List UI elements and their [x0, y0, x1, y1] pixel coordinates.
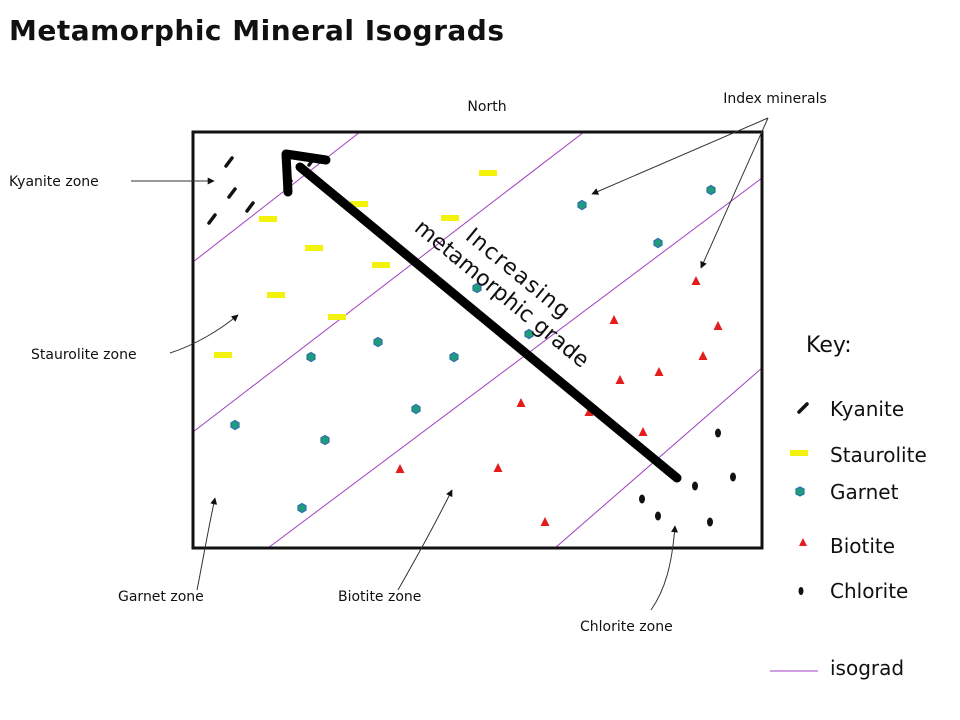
isograd-lines: [193, 132, 762, 548]
biotite-symbol: [654, 367, 664, 376]
chlorite-zone-pointer: [650, 525, 679, 611]
legend-label-chlorite: Chlorite: [830, 579, 908, 603]
staurolite-symbol-icon: [790, 450, 808, 456]
chlorite-symbol: [715, 428, 721, 438]
garnet-symbol: [373, 336, 383, 348]
legend-title: Key:: [806, 333, 852, 358]
garnet-zone-label: Garnet zone: [118, 589, 204, 605]
garnet-symbol: [577, 199, 587, 211]
staurolite-zone-label: Staurolite zone: [31, 347, 137, 363]
legend-label-kyanite: Kyanite: [830, 397, 904, 421]
chlorite-symbol: [692, 481, 698, 491]
biotite-symbol-icon: [799, 538, 807, 546]
staurolite-zone-pointer: [169, 314, 239, 354]
biotite-symbol: [540, 517, 550, 526]
garnet-symbol: [230, 419, 240, 431]
garnet-symbol: [449, 351, 459, 363]
map-frame: [191, 130, 764, 550]
garnet-symbol: [306, 351, 316, 363]
chlorite-symbol: [707, 517, 713, 527]
arrow-label-line2: metamorphic grade: [409, 215, 593, 373]
legend-label-garnet: Garnet: [830, 480, 899, 504]
staurolite-symbol: [479, 170, 497, 176]
staurolite-symbol: [441, 215, 459, 221]
biotite-symbol: [698, 351, 708, 360]
staurolite-symbol: [267, 292, 285, 298]
index-minerals-pointers: [591, 117, 769, 269]
metamorphic-grade-arrow: [281, 149, 682, 483]
mineral-symbols: [207, 155, 736, 527]
legend-label-biotite: Biotite: [830, 534, 895, 558]
biotite-symbol: [713, 321, 723, 330]
north-label: North: [467, 99, 506, 115]
index-minerals-label: Index minerals: [723, 91, 827, 107]
staurolite-symbol: [372, 262, 390, 268]
biotite-symbol: [516, 398, 526, 407]
garnet-symbol: [411, 403, 421, 415]
kyanite-symbol: [224, 156, 234, 168]
garnet-zone-pointer: [196, 497, 218, 591]
chlorite-symbol: [639, 494, 645, 504]
diagram-title: Metamorphic Mineral Isograds: [9, 14, 505, 47]
garnet-symbol: [706, 184, 716, 196]
chlorite-symbol: [730, 472, 736, 482]
legend: Key: Kyanite Staurolite Garnet Biotite C…: [770, 333, 927, 680]
garnet-symbol: [524, 328, 534, 340]
isograd-line: [193, 132, 585, 433]
garnet-symbol: [653, 237, 663, 249]
isograd-line: [193, 132, 361, 263]
staurolite-symbol: [259, 216, 277, 222]
staurolite-symbol: [350, 201, 368, 207]
garnet-symbol-icon: [795, 486, 805, 497]
garnet-symbol: [297, 502, 307, 514]
staurolite-symbol: [328, 314, 346, 320]
isograd-line: [267, 177, 762, 548]
biotite-symbol: [609, 315, 619, 324]
kyanite-symbol: [227, 187, 237, 199]
biotite-zone-label: Biotite zone: [338, 589, 421, 605]
garnet-symbol: [472, 282, 482, 294]
chlorite-symbol-icon: [798, 587, 804, 595]
kyanite-zone-label: Kyanite zone: [9, 174, 99, 190]
biotite-zone-pointer: [397, 489, 453, 591]
kyanite-symbol-icon: [797, 402, 809, 414]
chlorite-symbol: [655, 511, 661, 521]
garnet-symbol: [320, 434, 330, 446]
kyanite-symbol: [245, 201, 255, 213]
legend-label-staurolite: Staurolite: [830, 443, 927, 467]
biotite-symbol: [584, 407, 594, 416]
biotite-symbol: [395, 464, 405, 473]
legend-label-isograd: isograd: [830, 656, 904, 680]
chlorite-zone-label: Chlorite zone: [580, 619, 673, 635]
biotite-symbol: [638, 427, 648, 436]
staurolite-symbol: [214, 352, 232, 358]
biotite-symbol: [493, 463, 503, 472]
biotite-symbol: [691, 276, 701, 285]
biotite-symbol: [615, 375, 625, 384]
kyanite-symbol: [207, 213, 217, 225]
staurolite-symbol: [305, 245, 323, 251]
